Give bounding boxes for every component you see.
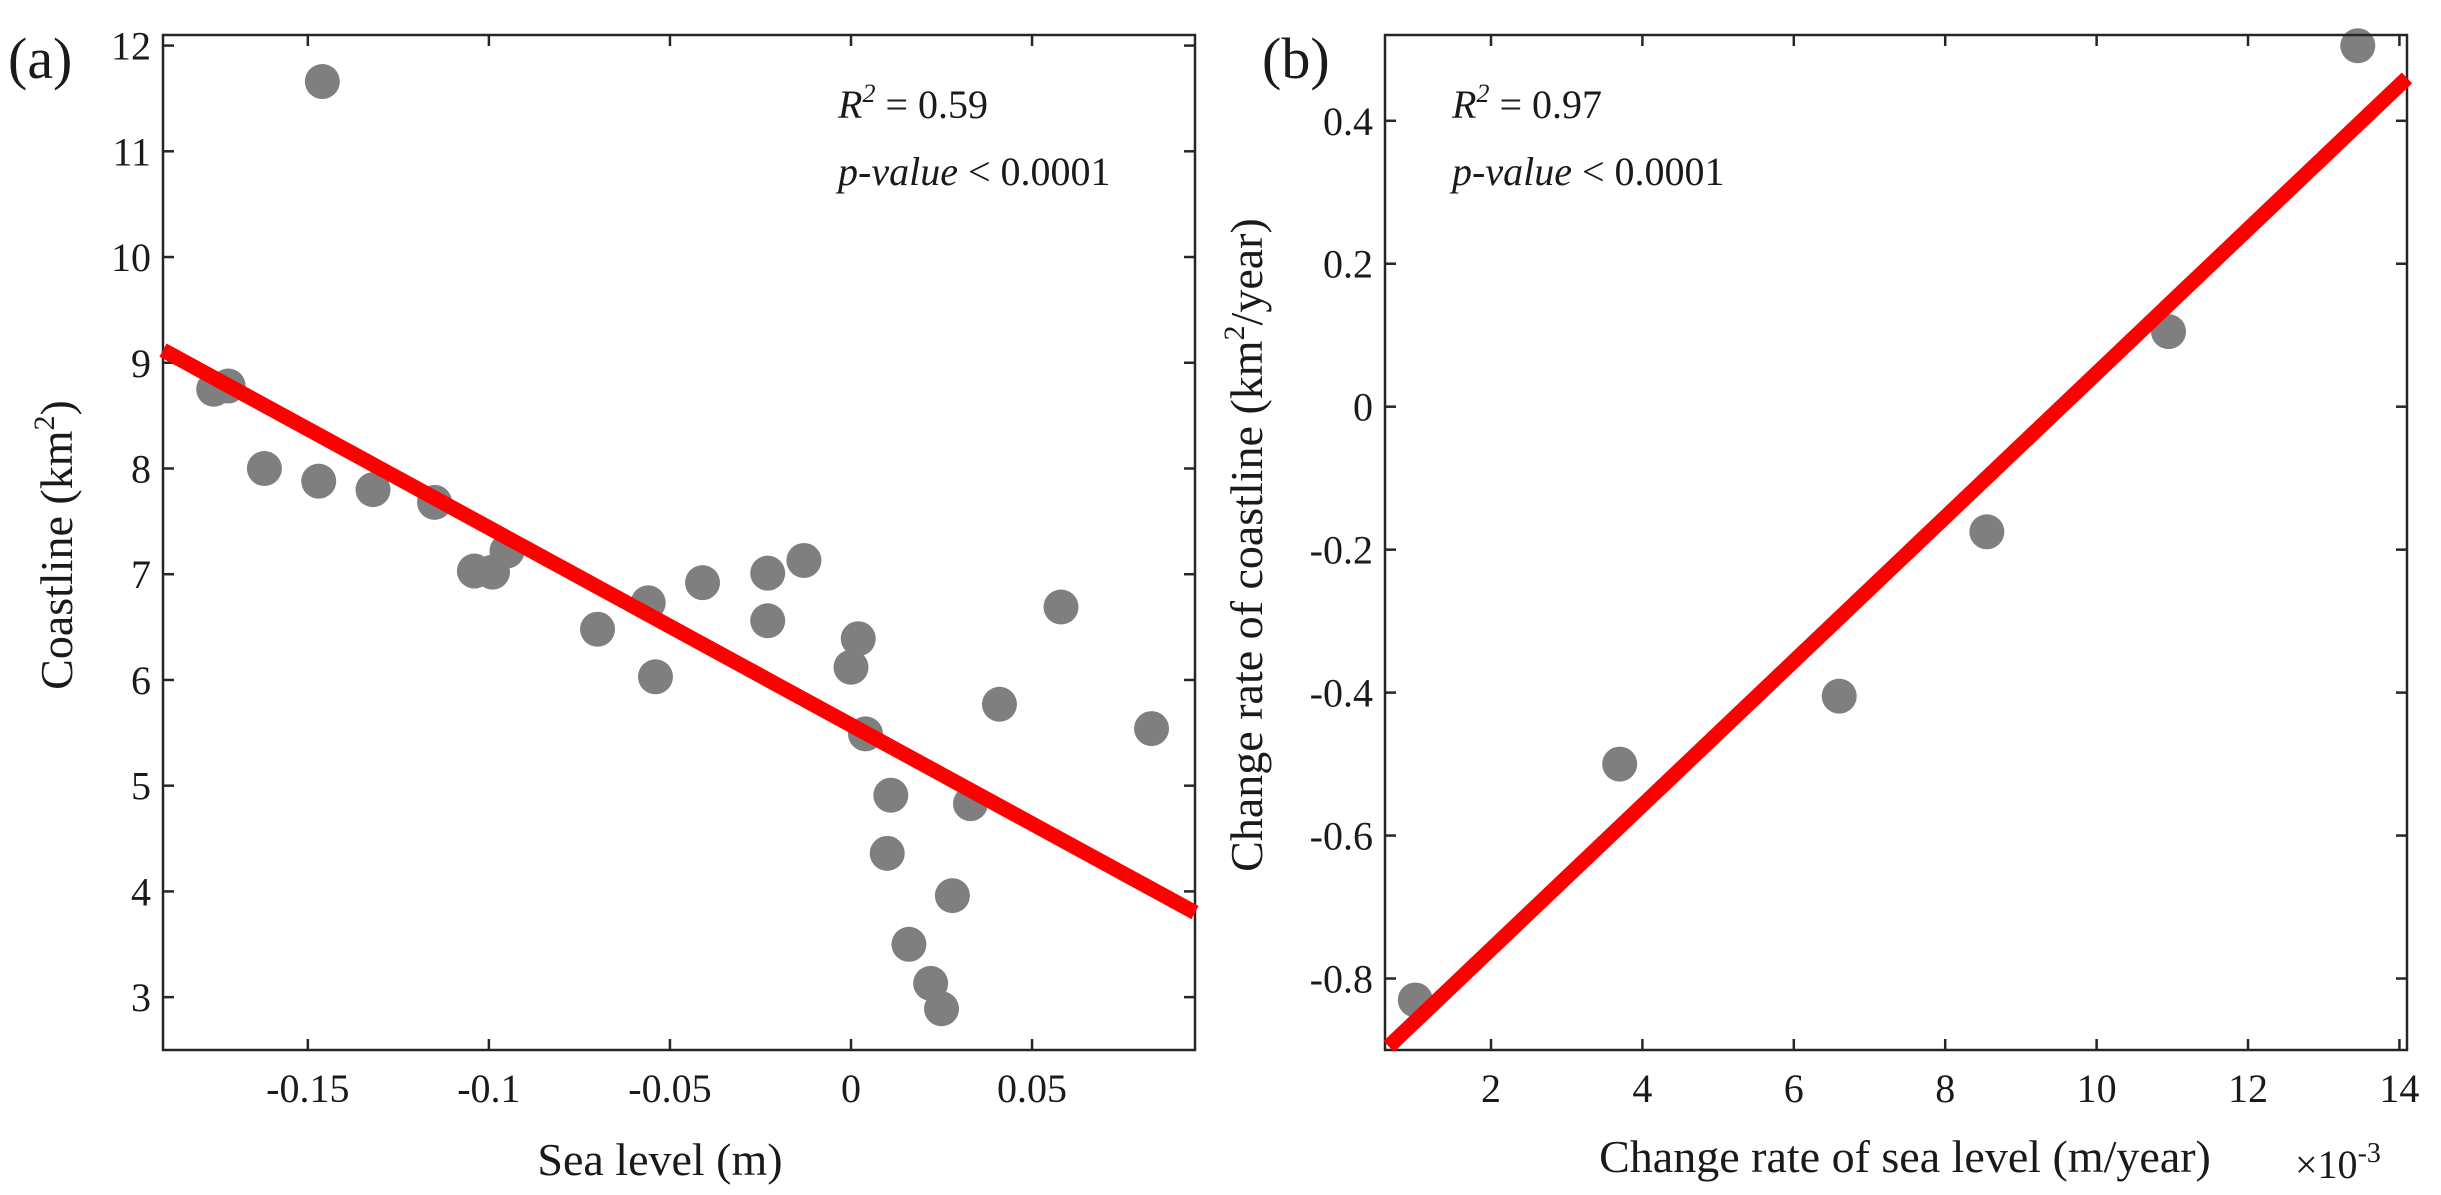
data-point [1969,514,2005,550]
x-axis-multiplier: ×10-3 [2295,1138,2381,1187]
data-point [355,472,391,508]
y-tick-label: -0.2 [1310,528,1373,573]
y-tick-label: 4 [131,869,151,914]
y-tick-label: -0.8 [1310,957,1373,1002]
data-point [580,611,616,647]
panel-label: (a) [8,26,72,91]
data-point [301,463,337,499]
p-value-value: < 0.0001 [958,149,1111,194]
x-tick-label: 2 [1481,1066,1501,1111]
y-tick-label: 11 [112,129,151,174]
y-tick-label: -0.6 [1310,814,1373,859]
p-value-symbol: p-value [1449,149,1572,194]
p-value-symbol: p-value [835,149,958,194]
y-axis-title-main: Coastline (km [31,430,82,690]
panel-label: (b) [1262,26,1330,91]
x-tick-label: 12 [2228,1066,2268,1111]
y-tick-label: 8 [131,446,151,491]
y-tick-label: 3 [131,975,151,1020]
x-tick-label: -0.05 [628,1066,711,1111]
r2-superscript: 2 [1476,79,1489,108]
data-point [786,542,822,578]
y-tick-label: 0 [1353,385,1373,430]
data-point [934,878,970,914]
y-tick-label: -0.4 [1310,671,1373,716]
fit-line [159,343,1199,920]
x-axis-multiplier-exp: -3 [2358,1138,2381,1169]
y-tick-label: 6 [131,658,151,703]
y-tick-label: 10 [111,235,151,280]
x-tick-label: 0.05 [997,1066,1067,1111]
y-tick-label: 5 [131,764,151,809]
y-axis-title-main: Change rate of coastline (km [1221,340,1272,872]
y-tick-label: 9 [131,341,151,386]
data-point [1134,711,1170,747]
panel-b: 2 4 6 8 10 12 14-0.8-0.6-0.4-0.200.20.4 (b) R2… [1218,26,2419,1187]
r2-annotation: R2 = 0.59 [837,79,988,127]
y-tick-label: 7 [131,552,151,597]
data-point [891,926,927,962]
ticks-layer: -0.15 -0.1 -0.05 0 0.05 3 4 5 6 7 8 9 10 11 12 [111,24,1195,1111]
fit-line [1383,72,2413,1052]
r2-value: = 0.97 [1489,82,1602,127]
data-point [869,835,905,871]
r2-value: = 0.59 [875,82,988,127]
x-axis-multiplier-base: ×10 [2295,1142,2358,1187]
x-tick-label: 0 [841,1066,861,1111]
data-point [840,621,876,657]
ticks-layer: 2 4 6 8 10 12 14 -0.8 -0.6 -0.4 -0.2 0 0.2 0.4 [1310,35,2419,1111]
data-point [1821,678,1857,714]
y-axis-title: Coastline (km2) [28,400,82,690]
data-point [1043,589,1079,625]
y-tick-label: 12 [111,24,151,69]
r2-annotation: R2 = 0.97 [1451,79,1602,127]
points-layer [1397,28,2376,1018]
p-value-value: < 0.0001 [1572,149,1725,194]
x-tick-label: -0.15 [266,1066,349,1111]
p-value-annotation: p-value < 0.0001 [1449,149,1725,194]
x-axis-title: Change rate of sea level (m/year) [1599,1131,2211,1182]
data-point [750,603,786,639]
y-axis-title-end: ) [31,400,82,415]
panel-a: -0.15 -0.1 -0.05 0 0.05 3 4 5 6 7 8 9 10 11 12 (a) R2 … [8,24,1199,1185]
data-point [924,991,960,1027]
p-value-annotation: p-value < 0.0001 [835,149,1111,194]
x-tick-label: 14 [2379,1066,2419,1111]
data-point [873,777,909,813]
x-axis-title: Sea level (m) [537,1134,782,1185]
x-tick-label: 4 [1632,1066,1652,1111]
x-tick-label: 10 [2077,1066,2117,1111]
x-tick-label: 8 [1935,1066,1955,1111]
y-axis-title: Change rate of coastline (km2/year) [1218,218,1272,872]
x-tick-label: 6 [1784,1066,1804,1111]
data-point [2340,28,2376,64]
y-axis-title-sup: 2 [1218,325,1251,340]
axes-frame [161,33,1197,1052]
data-point [637,659,673,695]
points-layer [196,64,1170,1027]
data-point [304,64,340,100]
data-point [981,686,1017,722]
r2-superscript: 2 [862,79,875,108]
r2-symbol: R [1451,82,1476,127]
data-point [1602,746,1638,782]
y-tick-label: 0.4 [1323,99,1373,144]
data-point [750,555,786,591]
data-point [685,565,721,601]
r2-symbol: R [837,82,862,127]
y-axis-title-sup: 2 [28,415,61,430]
data-point [833,649,869,685]
axes-frame [1383,33,2409,1052]
data-point [246,450,282,486]
y-tick-label: 0.2 [1323,242,1373,287]
y-axis-title-end: /year) [1221,218,1272,325]
x-tick-label: -0.1 [457,1066,520,1111]
